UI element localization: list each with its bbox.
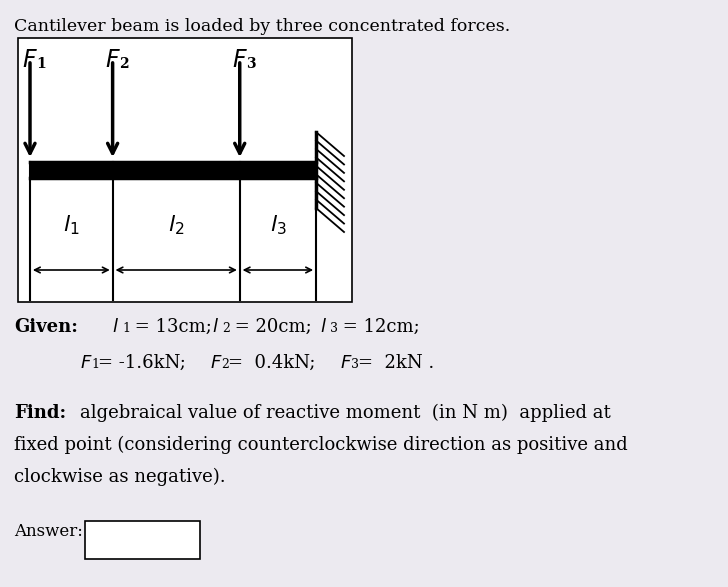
Text: = 13cm;: = 13cm; <box>129 318 218 336</box>
Text: $\mathit{F}$: $\mathit{F}$ <box>105 48 120 72</box>
Text: 2: 2 <box>221 358 229 371</box>
Text: 1: 1 <box>122 322 130 335</box>
Text: Cantilever beam is loaded by three concentrated forces.: Cantilever beam is loaded by three conce… <box>14 18 510 35</box>
Text: 2: 2 <box>222 322 230 335</box>
Text: $\mathit{F}$: $\mathit{F}$ <box>210 354 223 372</box>
Text: $\mathit{F}$: $\mathit{F}$ <box>232 48 248 72</box>
Text: $\mathit{F}$: $\mathit{F}$ <box>340 354 352 372</box>
Text: algebraical value of reactive moment  (in N m)  applied at: algebraical value of reactive moment (in… <box>80 404 611 422</box>
Text: 2: 2 <box>119 57 128 71</box>
Text: =  0.4kN;: = 0.4kN; <box>228 354 321 372</box>
Text: $\mathit{F}$: $\mathit{F}$ <box>22 48 38 72</box>
Text: 3: 3 <box>330 322 338 335</box>
Text: = 12cm;: = 12cm; <box>337 318 420 336</box>
Text: $\mathit{l}$: $\mathit{l}$ <box>112 318 119 336</box>
Text: = -1.6kN;: = -1.6kN; <box>98 354 191 372</box>
Text: clockwise as negative).: clockwise as negative). <box>14 468 226 486</box>
Text: $\mathit{l}_3$: $\mathit{l}_3$ <box>269 213 286 237</box>
Text: $\mathit{l}_2$: $\mathit{l}_2$ <box>168 213 184 237</box>
Text: fixed point (considering counterclockwise direction as positive and: fixed point (considering counterclockwis… <box>14 436 628 454</box>
Text: 1: 1 <box>36 57 46 71</box>
Text: Find:: Find: <box>14 404 66 422</box>
Text: = 20cm;: = 20cm; <box>229 318 317 336</box>
Text: =  2kN .: = 2kN . <box>358 354 434 372</box>
Text: Given:: Given: <box>14 318 78 336</box>
Bar <box>18 38 352 302</box>
Text: $\mathit{l}_1$: $\mathit{l}_1$ <box>63 213 79 237</box>
Bar <box>85 521 200 559</box>
Text: 3: 3 <box>246 57 256 71</box>
Text: $\mathit{l}$: $\mathit{l}$ <box>320 318 327 336</box>
Text: Answer:: Answer: <box>14 523 83 540</box>
Text: 1: 1 <box>91 358 99 371</box>
Text: $\mathit{l}$: $\mathit{l}$ <box>212 318 219 336</box>
Text: $\mathit{F}$: $\mathit{F}$ <box>80 354 92 372</box>
Text: 3: 3 <box>351 358 359 371</box>
